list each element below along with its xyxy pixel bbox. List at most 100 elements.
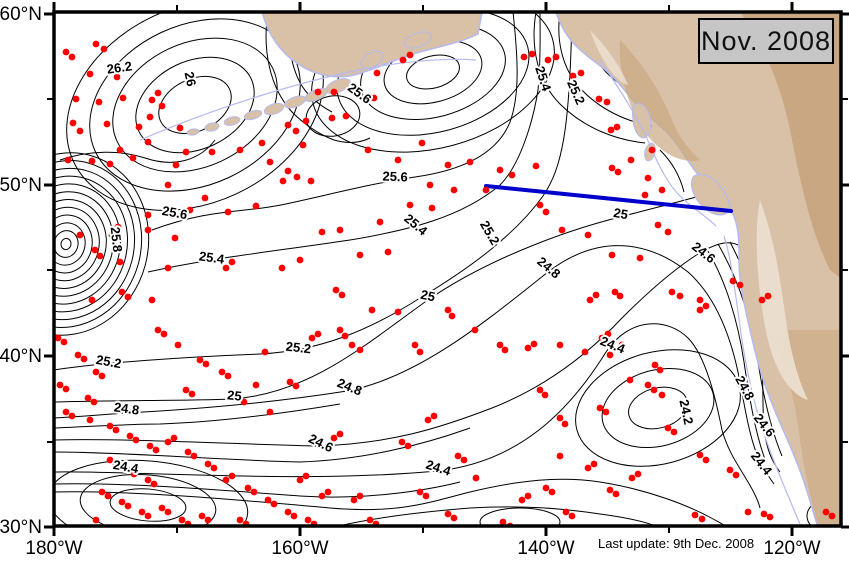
float-dot (90, 398, 98, 406)
float-dot (62, 48, 70, 56)
float-dot (828, 512, 836, 520)
y-axis-label: 60°N (0, 4, 42, 25)
float-dot (658, 391, 666, 399)
float-dot (606, 351, 614, 359)
float-dot (292, 382, 300, 390)
float-dot (304, 516, 312, 524)
float-dot (124, 502, 132, 510)
float-dot (460, 456, 468, 464)
float-dot (364, 146, 372, 154)
float-dot (654, 221, 662, 229)
float-dot (541, 391, 549, 399)
float-dot (584, 231, 592, 239)
float-dot (729, 277, 737, 285)
float-dot (471, 326, 479, 334)
float-dot (314, 88, 322, 96)
float-dot (430, 412, 438, 420)
float-dot (338, 291, 346, 299)
float-dot (80, 355, 88, 363)
float-dot (261, 348, 269, 356)
float-dot (164, 438, 172, 446)
float-dot (373, 69, 381, 77)
float-dot (766, 513, 774, 521)
float-dot (644, 174, 652, 182)
float-dot (444, 306, 452, 314)
float-dot (607, 126, 615, 134)
float-dot (318, 492, 326, 500)
float-dot (92, 368, 100, 376)
float-dot (366, 516, 374, 524)
float-dot (158, 102, 166, 110)
float-dot (296, 256, 304, 264)
float-dot (124, 466, 132, 474)
float-dot (602, 408, 610, 416)
float-dot (558, 226, 566, 234)
float-dot (92, 516, 100, 524)
float-dot (341, 332, 349, 340)
float-dot (76, 231, 84, 239)
float-dot (270, 500, 278, 508)
float-dot (222, 264, 230, 272)
float-dot (732, 471, 740, 479)
float-dot (307, 177, 315, 185)
float-dot (228, 472, 236, 480)
float-dot (544, 56, 552, 64)
float-dot (196, 356, 204, 364)
float-dot (228, 258, 236, 266)
float-dot (56, 381, 64, 389)
float-dot (174, 341, 182, 349)
float-dot (158, 504, 166, 512)
float-dot (108, 231, 116, 239)
float-dot (302, 117, 310, 125)
float-dot (411, 341, 419, 349)
float-dot (696, 296, 704, 304)
float-dot (164, 181, 172, 189)
float-dot (244, 484, 252, 492)
float-dot (204, 516, 212, 524)
float-dot (548, 488, 556, 496)
float-dot (612, 490, 620, 498)
float-dot (592, 291, 600, 299)
float-dot (760, 510, 768, 518)
float-dot (308, 334, 316, 342)
float-dot (146, 113, 154, 121)
float-dot (144, 512, 152, 520)
float-dot (608, 164, 616, 172)
float-dot (556, 341, 564, 349)
float-dot (124, 293, 132, 301)
float-dot (284, 121, 292, 129)
float-dot (148, 296, 156, 304)
float-dot (190, 452, 198, 460)
float-dot (266, 408, 274, 416)
axis-labels: 180°W 160°W 140°W 120°W 60°N 50°N 40°N 30°N (0, 4, 821, 559)
float-dot (130, 470, 138, 478)
float-dot (150, 480, 158, 488)
float-dot (202, 360, 210, 368)
float-dot (399, 56, 407, 64)
float-dot (496, 341, 504, 349)
float-dot (444, 161, 452, 169)
float-dot (68, 53, 76, 61)
float-dot (406, 51, 414, 59)
float-dot (508, 171, 516, 179)
contour-label: 25 (612, 205, 629, 222)
float-dot (290, 512, 298, 520)
float-dot (62, 408, 70, 416)
float-dot (448, 312, 456, 320)
float-dot (106, 456, 114, 464)
float-dot (284, 508, 292, 516)
float-dot (482, 186, 490, 194)
float-dot (336, 326, 344, 334)
float-dot (530, 340, 538, 348)
date-title-box: Nov. 2008 (698, 18, 834, 64)
float-dot (532, 162, 540, 170)
y-axis-label: 50°N (0, 175, 42, 196)
float-dot (702, 302, 710, 310)
float-dot (69, 119, 77, 127)
contour-label: 25.2 (285, 339, 312, 357)
float-dot (154, 89, 162, 97)
float-dot (614, 168, 622, 176)
x-axis-label: 120°W (763, 538, 820, 559)
float-dot (96, 252, 104, 260)
float-dot (590, 460, 598, 468)
